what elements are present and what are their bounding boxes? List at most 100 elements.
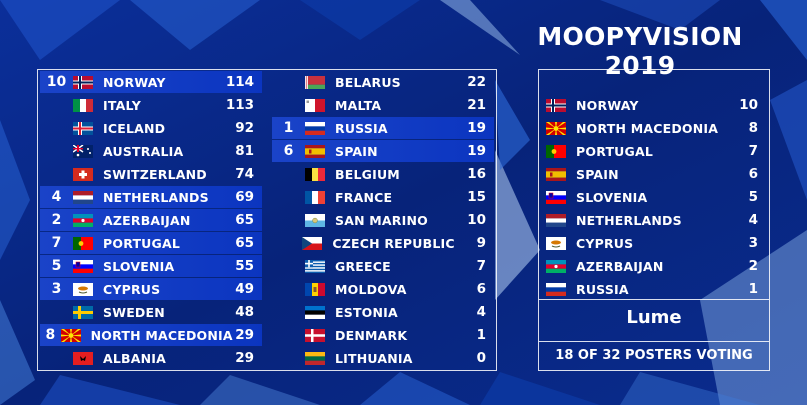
scoreboard-panel — [37, 69, 497, 371]
scoreboard-row: AUSTRALIA 81 — [40, 140, 262, 162]
country-name: SAN MARINO — [335, 212, 428, 228]
moldova-flag — [305, 282, 325, 296]
country-name: SWEDEN — [103, 304, 165, 320]
country-points: 65 — [235, 212, 254, 228]
country-name: AUSTRALIA — [103, 143, 184, 159]
italy-flag — [73, 98, 93, 112]
country-points: 29 — [235, 350, 254, 366]
country-points: 3 — [748, 235, 758, 251]
portugal-flag — [546, 144, 566, 158]
russia-flag — [546, 282, 566, 296]
divider — [539, 341, 769, 342]
australia-flag — [73, 144, 93, 158]
country-points: 10 — [467, 212, 486, 228]
vote-row: SLOVENIA 5 — [540, 186, 766, 208]
scoreboard-row: SWITZERLAND 74 — [40, 163, 262, 185]
country-name: SPAIN — [335, 143, 378, 159]
country-name: SWITZERLAND — [103, 166, 207, 182]
cyprus-flag — [73, 282, 93, 296]
voter-name: Lume — [626, 307, 682, 328]
netherlands-flag — [73, 190, 93, 204]
country-points: 9 — [476, 235, 486, 251]
country-points: 49 — [235, 281, 254, 297]
albania-flag — [73, 351, 93, 365]
azerbaijan-flag — [546, 259, 566, 273]
scoreboard-row: LITHUANIA 0 — [272, 347, 494, 369]
country-name: MOLDOVA — [335, 281, 407, 297]
scoreboard-row: ALBANIA 29 — [40, 347, 262, 369]
country-points: 114 — [225, 74, 254, 90]
scoreboard-row: 8 NORTH MACEDONIA 29 — [40, 324, 262, 346]
country-name: FRANCE — [335, 189, 393, 205]
country-name: ESTONIA — [335, 304, 398, 320]
country-points: 19 — [467, 120, 486, 136]
belarus-flag — [305, 75, 325, 89]
country-name: DENMARK — [335, 327, 408, 343]
vote-row: RUSSIA 1 — [540, 278, 766, 300]
rank-number: 5 — [51, 258, 62, 274]
scoreboard-row: MOLDOVA 6 — [272, 278, 494, 300]
country-name: PORTUGAL — [103, 235, 181, 251]
san-marino-flag — [305, 213, 325, 227]
scoreboard-row: FRANCE 15 — [272, 186, 494, 208]
country-points: 19 — [467, 143, 486, 159]
denmark-flag — [305, 328, 325, 342]
scoreboard-row: DENMARK 1 — [272, 324, 494, 346]
country-name: LITHUANIA — [335, 350, 413, 366]
country-points: 21 — [467, 97, 486, 113]
country-points: 6 — [476, 281, 486, 297]
country-name: CZECH REPUBLIC — [332, 235, 455, 251]
switzerland-flag — [73, 167, 93, 181]
scoreboard-row: BELARUS 22 — [272, 71, 494, 93]
country-points: 7 — [476, 258, 486, 274]
scoreboard-row: GREECE 7 — [272, 255, 494, 277]
country-name: GREECE — [335, 258, 391, 274]
country-name: NORTH MACEDONIA — [90, 327, 233, 343]
country-name: ITALY — [103, 97, 141, 113]
country-name: NETHERLANDS — [103, 189, 209, 205]
country-name: AZERBAIJAN — [576, 258, 664, 274]
country-points: 5 — [748, 189, 758, 205]
country-points: 92 — [235, 120, 254, 136]
country-name: AZERBAIJAN — [103, 212, 191, 228]
country-points: 4 — [476, 304, 486, 320]
country-points: 15 — [467, 189, 486, 205]
france-flag — [305, 190, 325, 204]
country-name: SLOVENIA — [103, 258, 175, 274]
country-points: 7 — [748, 143, 758, 159]
voting-status: 18 OF 32 POSTERS VOTING — [555, 348, 753, 363]
north-macedonia-flag — [546, 121, 566, 135]
slovenia-flag — [73, 259, 93, 273]
sweden-flag — [73, 305, 93, 319]
slovenia-flag — [546, 190, 566, 204]
country-points: 2 — [748, 258, 758, 274]
netherlands-flag — [546, 213, 566, 227]
rank-number: 2 — [51, 212, 62, 228]
rank-number: 1 — [283, 120, 294, 136]
scoreboard-row: ICELAND 92 — [40, 117, 262, 139]
czech-flag — [302, 236, 323, 250]
spain-flag — [546, 167, 566, 181]
rank-number: 3 — [51, 281, 62, 297]
vote-row: NORTH MACEDONIA 8 — [540, 117, 766, 139]
rank-number: 6 — [283, 143, 294, 159]
rank-number: 4 — [51, 189, 62, 205]
scoreboard-row: ESTONIA 4 — [272, 301, 494, 323]
scoreboard-row: SAN MARINO 10 — [272, 209, 494, 231]
vote-row: SPAIN 6 — [540, 163, 766, 185]
country-points: 1 — [748, 281, 758, 297]
country-name: BELGIUM — [335, 166, 400, 182]
country-points: 1 — [476, 327, 486, 343]
vote-row: CYPRUS 3 — [540, 232, 766, 254]
scoreboard-row: 3 CYPRUS 49 — [40, 278, 262, 300]
scoreboard-row: ITALY 113 — [40, 94, 262, 116]
country-points: 69 — [235, 189, 254, 205]
vote-row: NORWAY 10 — [540, 94, 766, 116]
country-points: 48 — [235, 304, 254, 320]
country-name: ALBANIA — [103, 350, 167, 366]
scoreboard-row: MALTA 21 — [272, 94, 494, 116]
scoreboard-row: BELGIUM 16 — [272, 163, 494, 185]
scoreboard-row: 7 PORTUGAL 65 — [40, 232, 262, 254]
votes-panel: Lume 18 OF 32 POSTERS VOTING — [538, 69, 770, 371]
country-name: CYPRUS — [103, 281, 161, 297]
